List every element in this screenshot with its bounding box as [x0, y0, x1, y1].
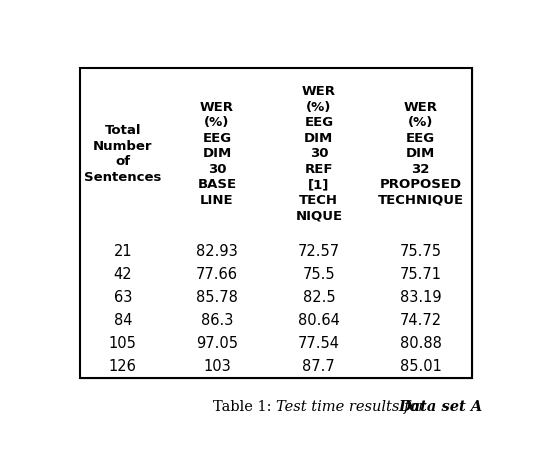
- Bar: [370, 332, 472, 355]
- Bar: [370, 286, 472, 309]
- Text: 72.57: 72.57: [298, 244, 340, 259]
- Text: 77.66: 77.66: [196, 267, 238, 282]
- Text: 82.93: 82.93: [196, 244, 238, 259]
- Bar: [80, 68, 166, 240]
- Bar: [80, 355, 166, 378]
- Text: 77.54: 77.54: [298, 336, 340, 351]
- Text: Data set A: Data set A: [399, 400, 483, 414]
- Bar: [80, 263, 166, 286]
- Bar: [166, 355, 268, 378]
- Bar: [268, 286, 370, 309]
- Text: 74.72: 74.72: [400, 313, 442, 328]
- Text: 85.01: 85.01: [400, 359, 442, 374]
- Text: WER
(%)
EEG
DIM
32
PROPOSED
TECHNIQUE: WER (%) EEG DIM 32 PROPOSED TECHNIQUE: [378, 101, 464, 207]
- Bar: [80, 68, 472, 378]
- Bar: [80, 332, 166, 355]
- Text: 75.71: 75.71: [400, 267, 442, 282]
- Bar: [166, 68, 268, 240]
- Text: 83.19: 83.19: [400, 290, 442, 305]
- Text: 75.5: 75.5: [302, 267, 335, 282]
- Bar: [80, 286, 166, 309]
- Text: 97.05: 97.05: [196, 336, 238, 351]
- Text: 80.88: 80.88: [400, 336, 442, 351]
- Text: 105: 105: [109, 336, 137, 351]
- Bar: [166, 240, 268, 263]
- Text: 80.64: 80.64: [298, 313, 340, 328]
- Bar: [166, 309, 268, 332]
- Text: 21: 21: [114, 244, 132, 259]
- Text: 103: 103: [203, 359, 231, 374]
- Text: 82.5: 82.5: [302, 290, 335, 305]
- Bar: [80, 309, 166, 332]
- Bar: [268, 263, 370, 286]
- Bar: [268, 355, 370, 378]
- Text: 126: 126: [109, 359, 137, 374]
- Text: WER
(%)
EEG
DIM
30
REF
[1]
TECH
NIQUE: WER (%) EEG DIM 30 REF [1] TECH NIQUE: [295, 85, 342, 222]
- Bar: [166, 286, 268, 309]
- Text: Test time results for: Test time results for: [276, 400, 429, 414]
- Bar: [268, 68, 370, 240]
- Bar: [166, 263, 268, 286]
- Bar: [268, 309, 370, 332]
- Bar: [80, 240, 166, 263]
- Text: 42: 42: [114, 267, 132, 282]
- Text: 86.3: 86.3: [201, 313, 233, 328]
- Text: Total
Number
of
Sentences: Total Number of Sentences: [84, 124, 161, 183]
- Text: 63: 63: [114, 290, 132, 305]
- Bar: [370, 263, 472, 286]
- Bar: [370, 240, 472, 263]
- Text: WER
(%)
EEG
DIM
30
BASE
LINE: WER (%) EEG DIM 30 BASE LINE: [197, 101, 237, 207]
- Bar: [370, 355, 472, 378]
- Bar: [166, 332, 268, 355]
- Bar: [370, 68, 472, 240]
- Text: 75.75: 75.75: [400, 244, 442, 259]
- Text: 84: 84: [114, 313, 132, 328]
- Text: 85.78: 85.78: [196, 290, 238, 305]
- Bar: [268, 332, 370, 355]
- Text: Table 1:: Table 1:: [213, 400, 276, 414]
- Bar: [370, 309, 472, 332]
- Text: 87.7: 87.7: [302, 359, 335, 374]
- Bar: [268, 240, 370, 263]
